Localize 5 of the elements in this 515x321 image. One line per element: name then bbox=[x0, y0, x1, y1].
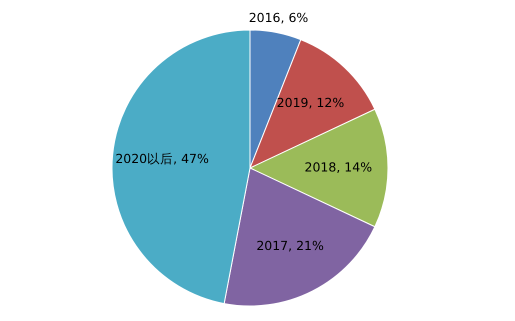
slice-label: 2016, 6% bbox=[248, 10, 308, 26]
slice-label: 2020以后, 47% bbox=[115, 151, 209, 166]
slice-label: 2017, 21% bbox=[256, 238, 324, 254]
slice-label: 2019, 12% bbox=[276, 95, 344, 110]
slice-label: 2018, 14% bbox=[304, 159, 372, 174]
